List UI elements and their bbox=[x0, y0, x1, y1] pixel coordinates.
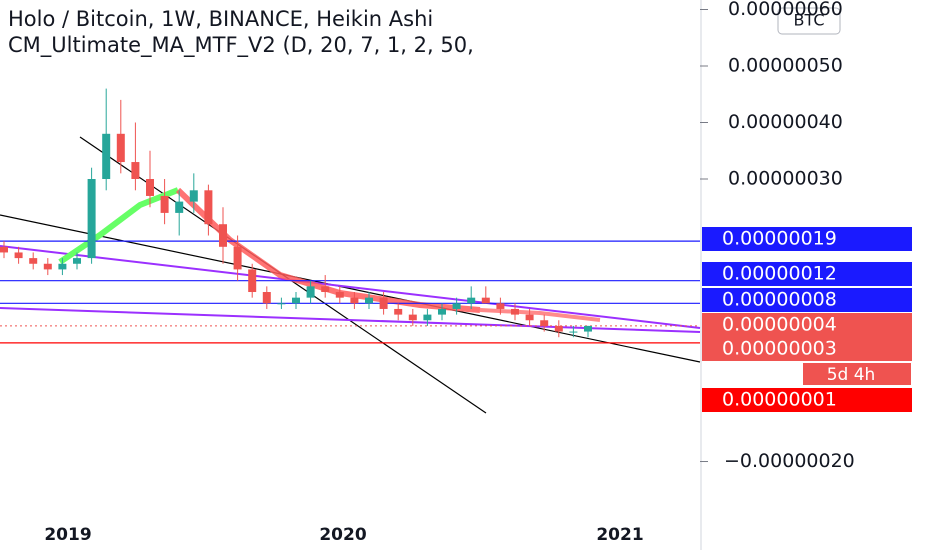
chart-title: Holo / Bitcoin, 1W, BINANCE, Heikin Ashi bbox=[8, 7, 433, 31]
candle-body bbox=[511, 308, 519, 315]
candle-body bbox=[584, 325, 592, 332]
price-label: 0.00000003 bbox=[722, 338, 837, 360]
candle-body bbox=[569, 331, 578, 333]
candle-body bbox=[14, 252, 23, 259]
price-label-box bbox=[702, 262, 912, 286]
candle-body bbox=[146, 179, 154, 196]
x-tick-label: 2020 bbox=[319, 525, 366, 545]
candle-body bbox=[58, 263, 67, 270]
candle-body bbox=[189, 190, 198, 202]
candle-body bbox=[481, 297, 490, 304]
price-label: 0.00000019 bbox=[722, 228, 837, 250]
candle-body bbox=[379, 297, 388, 309]
candle-body bbox=[408, 314, 417, 321]
price-label: 0.00000004 bbox=[722, 314, 837, 336]
candle-body bbox=[423, 314, 432, 321]
candle-body bbox=[233, 246, 242, 270]
y-tick-label: 0.00000040 bbox=[728, 111, 843, 133]
candle-body bbox=[87, 179, 96, 259]
candle-body bbox=[452, 303, 461, 309]
candle-body bbox=[43, 263, 52, 270]
y-tick-label: 0.00000060 bbox=[728, 0, 843, 20]
candle-body bbox=[335, 292, 344, 298]
candle-body bbox=[365, 297, 373, 304]
candle-body bbox=[306, 286, 315, 298]
y-tick-label: −0.00000020 bbox=[724, 450, 855, 472]
candle-body bbox=[29, 258, 38, 264]
currency-button-label[interactable]: BTC bbox=[794, 11, 825, 30]
trend-line bbox=[0, 307, 701, 333]
candle-body bbox=[438, 308, 446, 315]
price-label-box bbox=[702, 288, 912, 312]
candle-body bbox=[496, 303, 505, 309]
candle-body bbox=[248, 269, 257, 293]
price-label-box bbox=[702, 227, 912, 251]
y-tick-label: 0.00000050 bbox=[728, 54, 843, 76]
countdown-box bbox=[803, 363, 911, 385]
candle-body bbox=[350, 297, 359, 304]
candle-body bbox=[0, 246, 8, 253]
ma-line bbox=[58, 187, 180, 265]
currency-button[interactable] bbox=[777, 7, 841, 35]
candle-body bbox=[554, 325, 563, 332]
candle-body bbox=[160, 195, 169, 213]
x-tick-label: 2021 bbox=[596, 525, 643, 545]
candle-body bbox=[102, 133, 111, 180]
candle-body bbox=[175, 201, 184, 213]
price-label-box bbox=[702, 388, 912, 412]
candle-body bbox=[540, 320, 549, 326]
price-label: 0.00000012 bbox=[722, 263, 837, 285]
candle-body bbox=[219, 224, 227, 247]
candle-body bbox=[394, 308, 403, 315]
candle-body bbox=[116, 133, 125, 163]
indicator-label: CM_Ultimate_MA_MTF_V2 (D, 20, 7, 1, 2, 5… bbox=[8, 33, 474, 58]
countdown: 5d 4h bbox=[827, 365, 876, 385]
candle-body bbox=[292, 297, 300, 304]
price-label-box bbox=[702, 313, 912, 337]
candle-body bbox=[131, 162, 140, 180]
price-label: 0.00000008 bbox=[722, 289, 837, 311]
x-tick-label: 2019 bbox=[44, 525, 91, 545]
trend-line bbox=[0, 214, 701, 363]
candle-body bbox=[204, 190, 213, 225]
y-tick-label: 0.00000030 bbox=[728, 168, 843, 190]
candle-body bbox=[262, 292, 271, 304]
trend-line bbox=[0, 245, 701, 329]
candle-body bbox=[321, 286, 330, 293]
price-label: 0.00000001 bbox=[722, 389, 837, 411]
price-label-box bbox=[702, 337, 912, 361]
candle-body bbox=[525, 314, 534, 321]
candle-body bbox=[467, 297, 476, 304]
candle-body bbox=[73, 258, 81, 264]
candle-body bbox=[277, 303, 286, 305]
